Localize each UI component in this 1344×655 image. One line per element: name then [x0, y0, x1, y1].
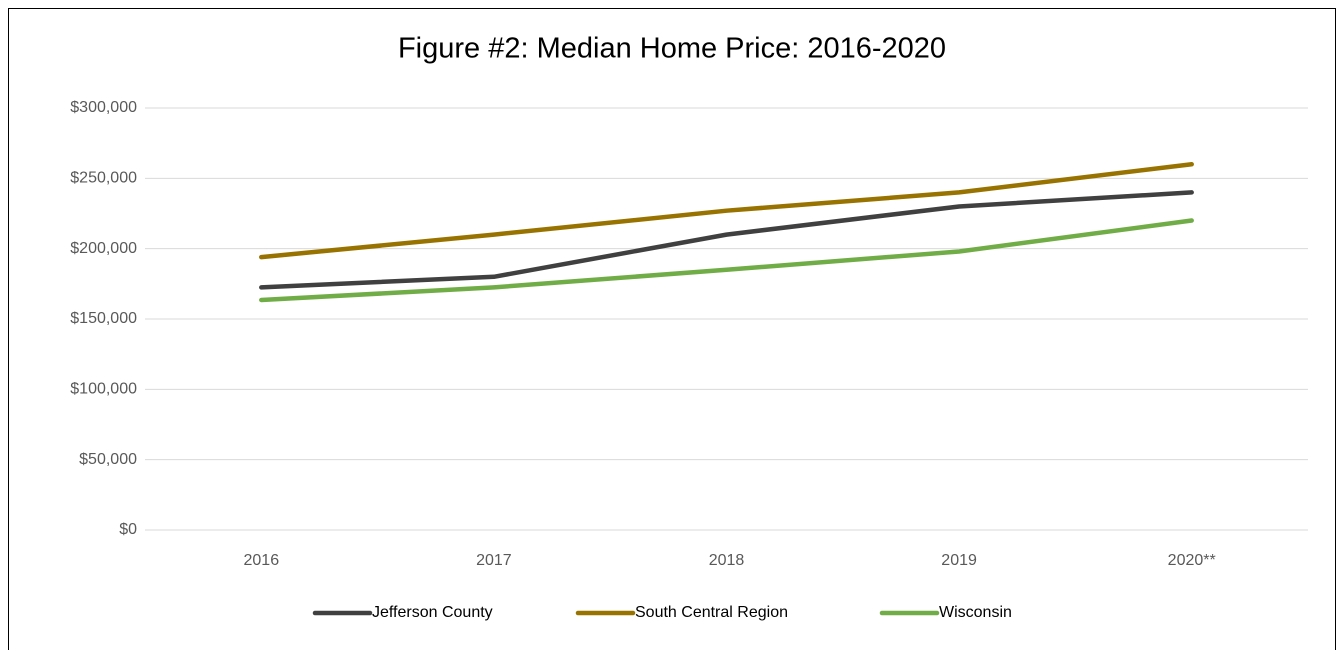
y-tick-label: $200,000 — [70, 240, 137, 257]
data-line — [259, 190, 1194, 290]
legend-label: Wisconsin — [939, 604, 1012, 621]
x-tick-label: 2019 — [941, 552, 977, 569]
y-tick-label: $0 — [119, 521, 137, 538]
x-tick-label: 2016 — [244, 552, 280, 569]
data-line — [259, 162, 1194, 260]
y-tick-label: $300,000 — [70, 99, 137, 116]
legend-label: Jefferson County — [372, 604, 493, 621]
y-tick-label: $100,000 — [70, 381, 137, 398]
y-tick-label: $150,000 — [70, 310, 137, 327]
data-line — [259, 218, 1194, 303]
x-tick-label: 2017 — [476, 552, 512, 569]
x-tick-label: 2018 — [709, 552, 745, 569]
chart-frame — [8, 8, 1336, 655]
x-tick-label: 2020** — [1168, 552, 1216, 569]
y-tick-label: $250,000 — [70, 170, 137, 187]
y-tick-label: $50,000 — [79, 451, 137, 468]
chart-title: Figure #2: Median Home Price: 2016-2020 — [398, 33, 946, 65]
legend-label: South Central Region — [635, 604, 788, 621]
